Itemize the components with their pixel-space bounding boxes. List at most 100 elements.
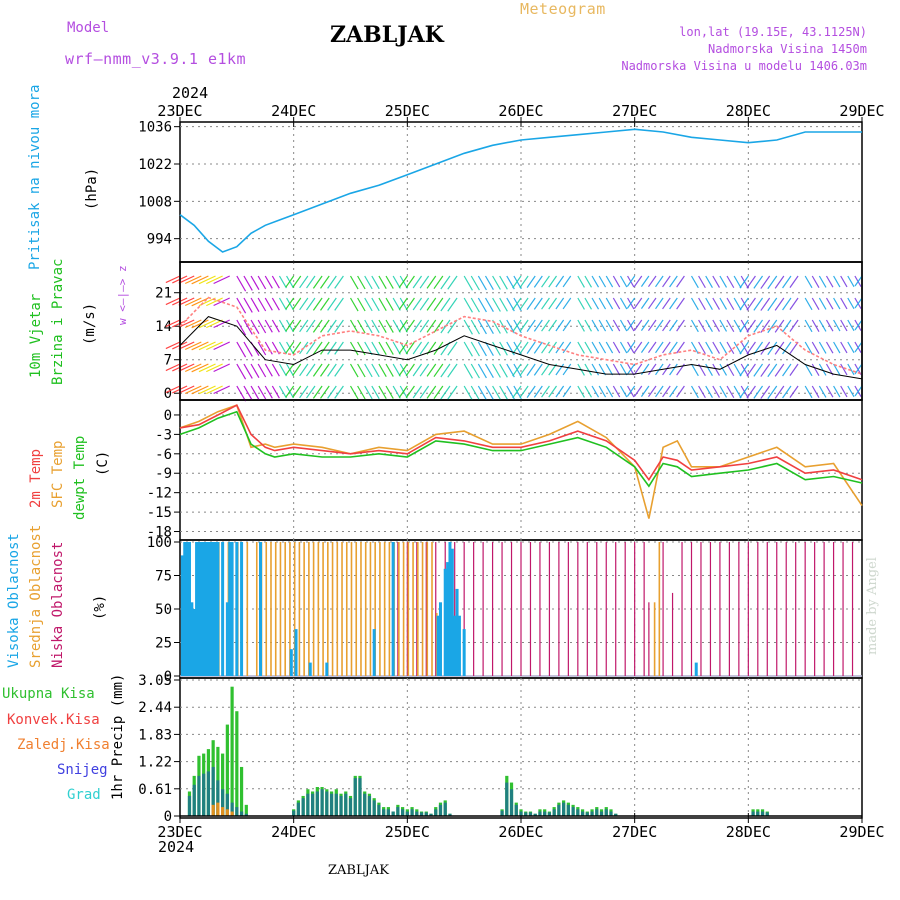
wind-barb [753,275,764,289]
wind-barb [292,275,302,288]
y-tick-label: 7 [164,353,172,369]
wind-barb [647,319,657,332]
wind-barb [492,297,501,312]
snow-bar [221,789,225,816]
wind-barb [477,363,487,379]
wind-barb [364,275,373,290]
wind-barb [562,385,572,398]
wind-barb [698,319,706,333]
y-tick-label: -18 [147,525,172,541]
wind-barb [198,385,216,395]
wind-barb [184,319,202,329]
wind-barb [405,363,415,377]
wind-barb [213,319,230,329]
wind-barb [371,363,380,378]
wind-barb [811,319,820,332]
x-tick-top: 24DEC [271,102,316,120]
panel-frames [179,121,863,819]
wind-barb [236,341,247,358]
wind-barb [548,385,558,398]
high-cloud-bar [240,542,244,676]
snow-bar [424,812,428,816]
wind-barb [811,363,820,376]
wind-barb [669,363,678,376]
snow-bar [216,780,220,816]
snow-bar [206,771,211,816]
wind-barb [463,319,473,335]
wind-barb [327,385,337,399]
snow-bar [344,793,348,816]
wind-barb [278,319,287,333]
wind-barb [662,341,671,354]
wind-barb [285,319,295,332]
wind-barb [419,275,430,289]
cloud-panel: 0 25 50 75 100 [147,535,862,685]
wind-barb [292,319,302,332]
snow-bar [514,804,518,816]
snow-bar [400,809,405,816]
wind-barb [364,319,373,334]
wind-barb [584,341,592,354]
high-cloud-bar [235,542,239,676]
snow-bar [391,811,395,816]
high-cloud-bar [438,602,442,676]
wind-barb [419,297,430,311]
wind-barb [760,385,771,399]
wind-barb [818,319,827,332]
y-tick-label: -12 [147,486,172,502]
wind-barb [847,363,855,376]
wind-barb [264,341,273,355]
wind-barb [854,363,863,375]
wind-barb [349,363,359,378]
high-cloud-bar [308,662,312,676]
wind-barb [818,341,827,354]
wind-barb [271,319,280,333]
wind-barb [271,363,280,377]
wind-barb [198,363,216,373]
snow-bar [296,802,301,816]
wind-barb [264,319,273,333]
wind-barb [357,275,366,290]
wind-barb [847,275,855,288]
coords-label: lon,lat (19.15E, 43.1125N) [679,25,867,39]
wind-barb [690,275,699,289]
wind-barb [492,363,501,378]
snow-bar [595,809,599,816]
wind-barb [705,319,713,332]
wind-barb [385,363,394,377]
wind-barb [753,363,764,377]
wind-barb [833,297,841,310]
wind-barb [669,341,678,354]
wind-barb [165,363,181,372]
snow-bar [358,778,362,816]
wind-barb [257,275,267,290]
wind-barb [299,275,309,289]
wind-barb [774,297,785,311]
wind-barb [264,275,273,289]
wind-barb [349,297,359,312]
wind-barb [213,385,230,395]
wind-barb [447,275,458,290]
wind-barb [392,385,401,399]
wind-barb [206,275,223,285]
wind-barb [555,385,565,398]
high-cloud-bar [199,542,203,676]
wind-barb [405,319,415,333]
wind-barb [760,275,771,289]
legend-convective-rain: Konvek.Kisa [7,712,100,728]
wind-barb [746,275,756,289]
wind-barb [440,275,451,290]
legend-freezing-rain: Zaledj.Kisa [17,737,110,753]
snow-bar [367,795,372,816]
wind-barb [584,275,592,288]
wind-barb [833,385,841,398]
wind-barb [705,341,713,354]
snow-bar [225,793,229,816]
wind-barb [312,341,323,355]
wind-barb [412,341,423,355]
wind-barb [626,341,636,353]
high-cloud-bar [325,662,329,676]
wind-barb [512,363,522,377]
wind-barb [825,385,834,398]
wind-barb [767,341,778,356]
